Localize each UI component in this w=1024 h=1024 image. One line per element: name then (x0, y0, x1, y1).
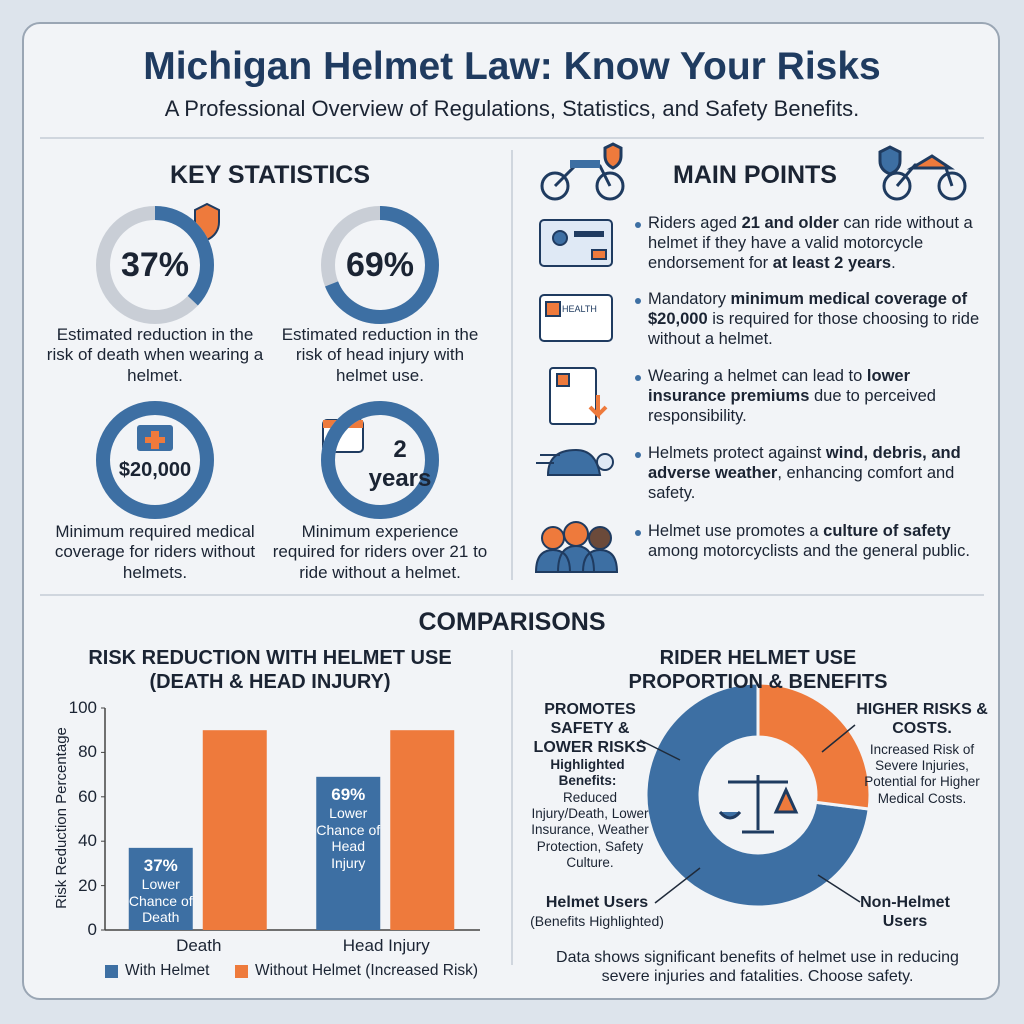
bar (316, 776, 381, 930)
stat-figure: 2 years (368, 436, 432, 492)
stat-caption: Minimum required medical coverage for ri… (54, 522, 256, 582)
ring-arc (321, 206, 439, 324)
bullets (635, 222, 641, 536)
ring (96, 401, 214, 519)
point-text: Helmet use promotes a (648, 522, 824, 540)
section-title: MAIN POINTS (673, 161, 837, 189)
main-point: Helmet use promotes a culture of safety … (648, 522, 983, 562)
point-text: , enhancing comfort and safety. (648, 463, 955, 502)
stat-caption: Estimated reduction in the risk of death… (46, 325, 264, 385)
emphasis: culture of safety (823, 522, 951, 540)
bar (128, 847, 193, 930)
scale-icon (718, 775, 799, 834)
legend-label: With Helmet (125, 962, 210, 979)
donut-segment (756, 681, 872, 811)
point-text: Riders aged (648, 214, 742, 232)
stat-caption: Minimum experience required for riders o… (272, 522, 488, 582)
legend-swatch (105, 965, 118, 978)
stat-caption: Estimated reduction in the risk of head … (281, 325, 479, 385)
emphasis: 21 and older (741, 214, 839, 232)
point-text: among motorcyclists and the general publ… (648, 541, 970, 560)
stat-figure: $20,000 (118, 459, 192, 481)
annotation-heading: PROMOTES SAFETY & LOWER RISKS (533, 701, 647, 757)
y-tick-label: 100 (68, 698, 97, 717)
motorcycle-icon (878, 145, 967, 201)
leader-line (654, 867, 701, 904)
kit-icon (137, 425, 173, 451)
y-tick-label: 40 (78, 831, 97, 851)
category-note: (Benefits Highlighted) (530, 913, 664, 929)
x-tick-label: Head Injury (342, 936, 430, 955)
annotation-heading: HIGHER RISKS & COSTS. (856, 701, 988, 738)
point-text: Wearing a helmet can lead to (648, 367, 867, 385)
annotation-text: Increased Risk of Severe Injuries, Poten… (864, 742, 980, 806)
chart-title: RIDER HELMET USE PROPORTION & BENEFITS (628, 647, 888, 693)
y-tick-label: 20 (78, 875, 97, 895)
stat-figure: 37% (120, 246, 190, 284)
legend-swatch (235, 965, 248, 978)
emphasis: minimum medical coverage of $20,000 (648, 290, 968, 328)
category-label: Non-Helmet Users (860, 894, 950, 931)
value-label: 69% (331, 784, 366, 804)
point-text: is required for those choosing to ride w… (648, 309, 980, 348)
emphasis: at least 2 years (772, 253, 892, 272)
emphasis: wind, debris, and adverse weather (648, 444, 961, 482)
x-tick-label: Death (176, 936, 222, 955)
point-icons: HEALTH (534, 219, 619, 573)
subtitle: A Professional Overview of Regulations, … (164, 96, 860, 121)
bar (390, 730, 455, 930)
point-text: can ride without a helmet if they have a… (648, 214, 973, 272)
main-point: Helmets protect against wind, debris, an… (648, 444, 983, 503)
category-label: Helmet Users (545, 894, 649, 911)
main-point: Riders aged 21 and older can ride withou… (648, 214, 983, 273)
emphasis: lower insurance premiums (648, 367, 911, 405)
ring-arc (96, 206, 214, 324)
title: Michigan Helmet Law: Know Your Risks (143, 45, 881, 88)
point-text: Mandatory (648, 290, 731, 308)
y-tick-label: 60 (78, 786, 97, 806)
bar (202, 730, 267, 930)
leader-line (821, 724, 856, 753)
footnote: Data shows significant benefits of helme… (556, 949, 959, 986)
point-text: . (891, 253, 896, 272)
donut-segment (644, 681, 871, 909)
chart-title: RISK REDUCTION WITH HELMET USE (DEATH & … (88, 647, 452, 693)
bar-annotation: Lower Chance of Head Injury (316, 804, 381, 872)
legend-label: Without Helmet (Increased Risk) (255, 962, 479, 979)
value-label: 37% (143, 855, 178, 875)
bar-annotation: Lower Chance of Death (128, 875, 193, 926)
section-title: COMPARISONS (418, 608, 606, 636)
annotation-text: Reduced Injury/Death, Lower Insurance, W… (531, 790, 649, 870)
main-point: Wearing a helmet can lead to lower insur… (648, 367, 983, 426)
main-point: Mandatory minimum medical coverage of $2… (648, 290, 983, 349)
stat-figure: 69% (345, 246, 415, 284)
motorcycle-icon (540, 142, 625, 201)
leader-line (639, 739, 681, 761)
y-axis-label: Risk Reduction Percentage (53, 727, 70, 909)
point-text: due to perceived responsibility. (648, 386, 936, 425)
ring (321, 401, 439, 519)
y-tick-label: 80 (78, 742, 97, 762)
leader-line (817, 874, 861, 903)
y-tick-label: 0 (87, 920, 97, 939)
svg-text:HEALTH: HEALTH (562, 304, 597, 314)
section-title: KEY STATISTICS (169, 161, 371, 189)
point-text: Helmets protect against (648, 444, 826, 462)
annotation-subheading: Highlighted Benefits: (550, 757, 625, 789)
